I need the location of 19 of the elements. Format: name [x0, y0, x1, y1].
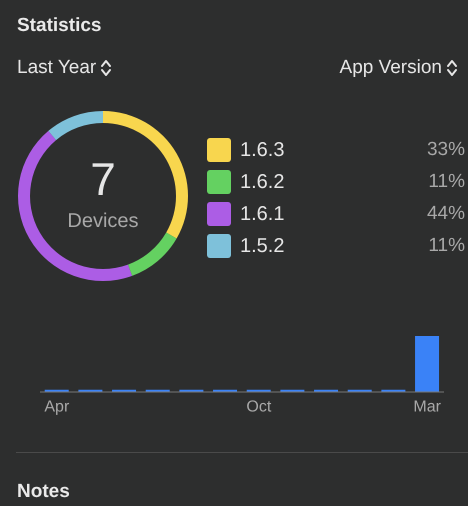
- legend-label: 1.6.1: [240, 202, 286, 226]
- legend-label: 1.6.3: [240, 138, 286, 162]
- text: Notes: [17, 481, 70, 503]
- x-tick-label: Oct: [246, 398, 272, 416]
- chart-title: Statistics: [17, 15, 102, 37]
- data-label: 33%: [426, 139, 465, 161]
- data-label: 11%: [428, 171, 465, 193]
- legend-label: 1.6.2: [240, 170, 286, 194]
- x-tick-label: Mar: [413, 398, 442, 416]
- text: Last Year: [17, 57, 98, 79]
- text: Devices: [66, 210, 140, 233]
- donut-slice: [128, 232, 177, 276]
- x-tick-label: Apr: [44, 398, 70, 416]
- data-label: 44%: [426, 203, 465, 225]
- legend-label: 1.5.2: [240, 234, 286, 258]
- data-label: 11%: [428, 235, 465, 257]
- text: 7: [89, 152, 117, 206]
- donut-slice: [48, 111, 103, 140]
- text: App Version: [340, 57, 443, 79]
